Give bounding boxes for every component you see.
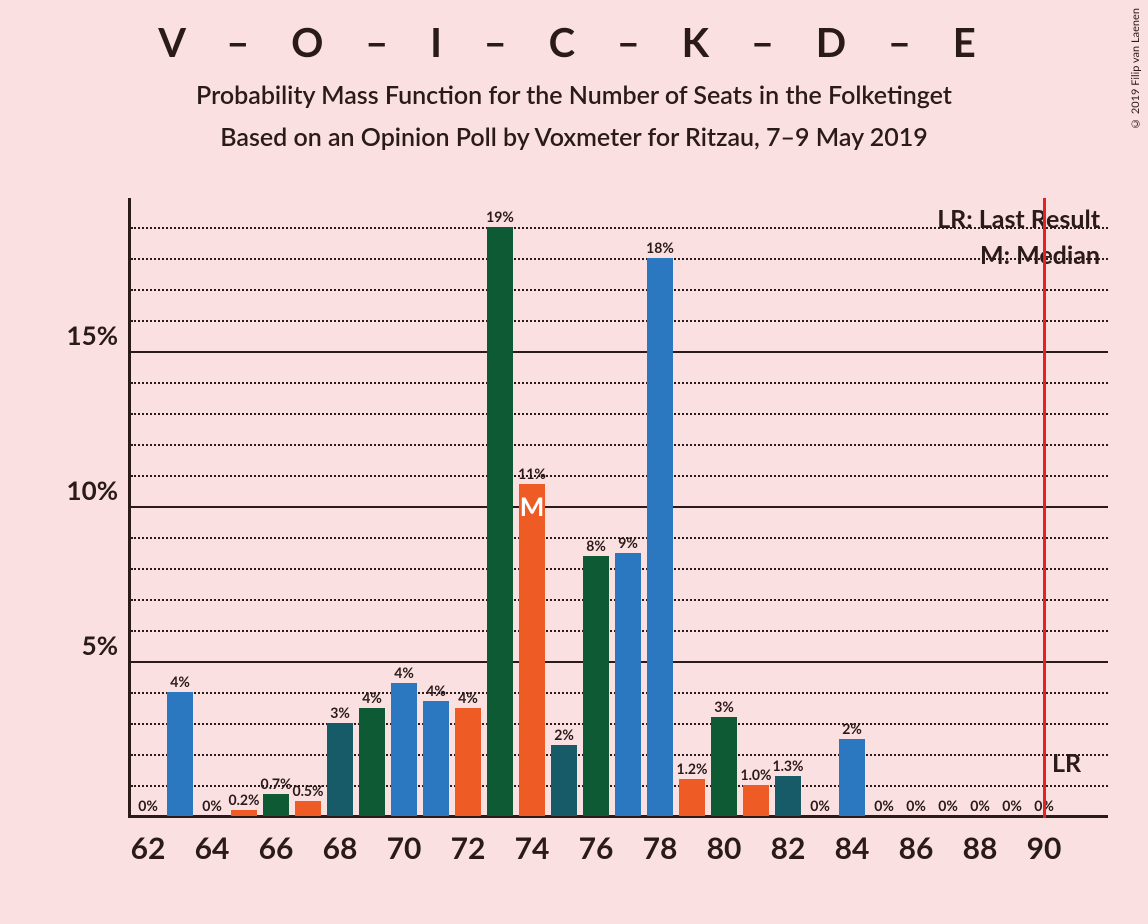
bar-value-label: 0.7% [260, 775, 291, 792]
bar [583, 556, 609, 816]
bar [775, 776, 801, 816]
bar-value-label: 0% [138, 797, 158, 814]
gridline-minor [131, 289, 1108, 291]
bar [391, 683, 417, 816]
median-marker: M [520, 490, 545, 522]
lr-line [1043, 198, 1046, 818]
x-tick-label: 76 [579, 830, 614, 866]
chart-area: LR: Last Result M: Median 5%10%15%0%4%0%… [128, 198, 1108, 818]
x-tick-label: 74 [515, 830, 550, 866]
bar-value-label: 0% [938, 797, 958, 814]
bar-value-label: 4% [426, 682, 446, 699]
bar [231, 810, 257, 816]
x-tick-label: 78 [643, 830, 678, 866]
x-tick-label: 88 [963, 830, 998, 866]
bar-value-label: 1.3% [772, 757, 803, 774]
bar [263, 794, 289, 816]
bar-value-label: 2% [842, 720, 862, 737]
bar [679, 779, 705, 816]
bar-value-label: 3% [330, 704, 350, 721]
bar-value-label: 4% [170, 673, 190, 690]
bar-value-label: 0.5% [292, 782, 323, 799]
header: V – O – I – C – K – D – E Probability Ma… [0, 0, 1148, 152]
gridline-minor [131, 413, 1108, 415]
bar-value-label: 4% [458, 689, 478, 706]
gridline-minor [131, 475, 1108, 477]
bar-value-label: 0% [970, 797, 990, 814]
bar-value-label: 19% [486, 208, 514, 225]
bar-value-label: 4% [362, 689, 382, 706]
x-tick-label: 66 [259, 830, 294, 866]
bar-value-label: 18% [646, 239, 674, 256]
x-tick-label: 72 [451, 830, 486, 866]
lr-axis-label: LR [1052, 748, 1081, 778]
bar-value-label: 1.2% [676, 760, 707, 777]
bar [839, 739, 865, 817]
gridline-minor [131, 382, 1108, 384]
x-tick-label: 68 [323, 830, 358, 866]
y-tick-label: 10% [38, 474, 118, 506]
gridline-minor [131, 320, 1108, 322]
x-tick-label: 80 [707, 830, 742, 866]
x-tick-label: 70 [387, 830, 422, 866]
bar [327, 723, 353, 816]
bar [647, 258, 673, 816]
bar-value-label: 9% [618, 534, 638, 551]
bar-value-label: 0% [810, 797, 830, 814]
y-axis [128, 198, 131, 818]
gridline-minor [131, 258, 1108, 260]
bar-value-label: 0% [1002, 797, 1022, 814]
x-tick-label: 64 [195, 830, 230, 866]
bar [551, 745, 577, 816]
chart-subtitle: Probability Mass Function for the Number… [0, 80, 1148, 110]
copyright-text: © 2019 Filip van Laenen [1129, 8, 1142, 130]
bar-value-label: 0% [202, 797, 222, 814]
bar-value-label: 11% [518, 465, 546, 482]
gridline-minor [131, 227, 1108, 229]
gridline-major [131, 506, 1108, 508]
bar-value-label: 4% [394, 664, 414, 681]
x-tick-label: 90 [1027, 830, 1062, 866]
bar [167, 692, 193, 816]
bar [519, 484, 545, 816]
chart-sub-subtitle: Based on an Opinion Poll by Voxmeter for… [0, 122, 1148, 152]
legend-m: M: Median [980, 240, 1100, 270]
bar [615, 553, 641, 817]
bar-value-label: 0.2% [228, 791, 259, 808]
bar [487, 227, 513, 816]
gridline-major [131, 351, 1108, 353]
y-tick-label: 15% [38, 319, 118, 351]
bar [455, 708, 481, 817]
bar [359, 708, 385, 817]
bar-value-label: 8% [586, 537, 606, 554]
bar-value-label: 0% [874, 797, 894, 814]
bar [743, 785, 769, 816]
bar-value-label: 3% [714, 698, 734, 715]
bar [295, 801, 321, 817]
x-tick-label: 62 [131, 830, 166, 866]
x-tick-label: 86 [899, 830, 934, 866]
bar [711, 717, 737, 816]
gridline-minor [131, 444, 1108, 446]
bar-value-label: 1.0% [740, 766, 771, 783]
x-tick-label: 82 [771, 830, 806, 866]
bar-value-label: 0% [906, 797, 926, 814]
x-tick-label: 84 [835, 830, 870, 866]
bar-value-label: 2% [554, 726, 574, 743]
chart-title: V – O – I – C – K – D – E [0, 18, 1148, 66]
legend-lr: LR: Last Result [937, 204, 1100, 234]
bar [423, 701, 449, 816]
y-tick-label: 5% [38, 629, 118, 661]
